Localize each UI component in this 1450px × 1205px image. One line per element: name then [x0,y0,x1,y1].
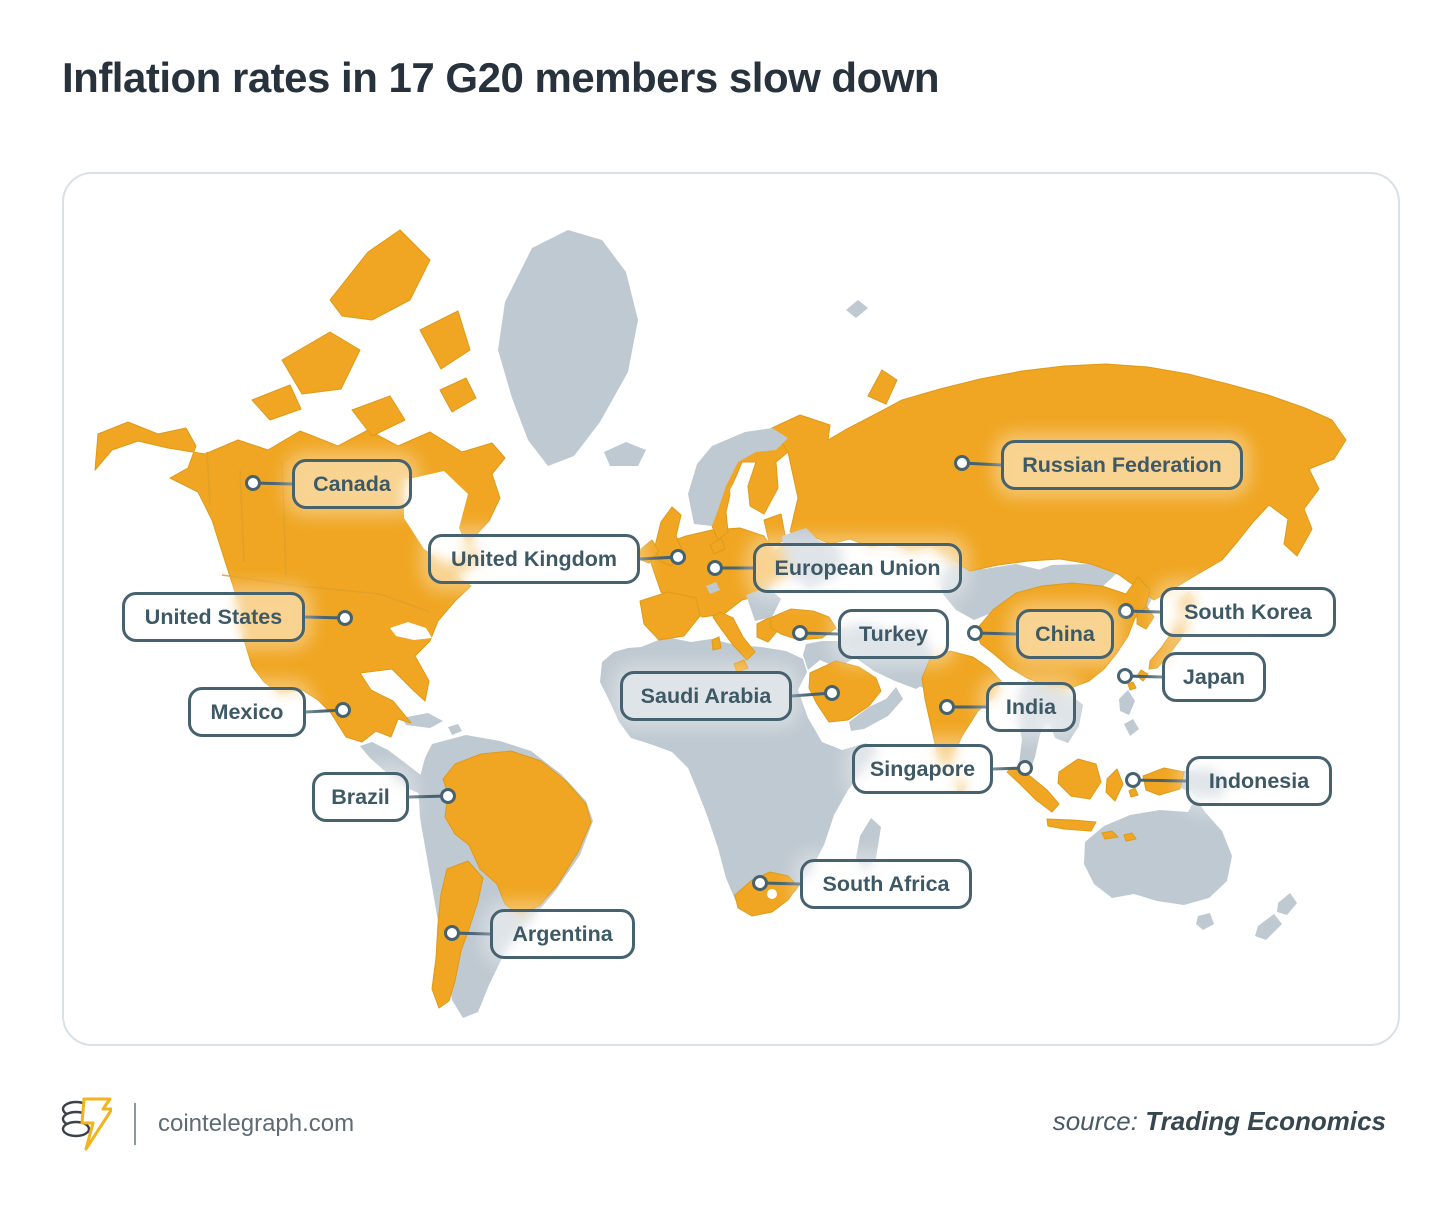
country-label-european-union: European Union [753,543,962,593]
country-label-china: China [1016,609,1114,659]
source-name: Trading Economics [1145,1106,1386,1136]
country-label-india: India [986,682,1076,732]
source-credit: source: Trading Economics [1053,1106,1386,1137]
page-title: Inflation rates in 17 G20 members slow d… [62,54,940,101]
footer-divider [134,1103,136,1145]
country-label-united-states: United States [122,592,305,642]
country-label-japan: Japan [1162,652,1266,702]
footer: cointelegraph.com [60,1094,354,1154]
country-label-south-korea: South Korea [1160,587,1336,637]
country-label-russian-federation: Russian Federation [1001,440,1243,490]
country-label-argentina: Argentina [490,909,635,959]
country-label-saudi-arabia: Saudi Arabia [620,671,792,721]
country-label-singapore: Singapore [852,744,993,794]
cointelegraph-logo-icon [61,1097,112,1151]
country-label-turkey: Turkey [838,609,949,659]
country-label-brazil: Brazil [312,772,409,822]
footer-site-text: cointelegraph.com [158,1110,355,1137]
source-prefix: source: [1052,1106,1138,1136]
country-label-indonesia: Indonesia [1186,756,1332,806]
country-label-canada: Canada [292,459,412,509]
country-label-united-kingdom: United Kingdom [428,534,640,584]
country-label-mexico: Mexico [188,687,306,737]
country-label-south-africa: South Africa [800,859,972,909]
